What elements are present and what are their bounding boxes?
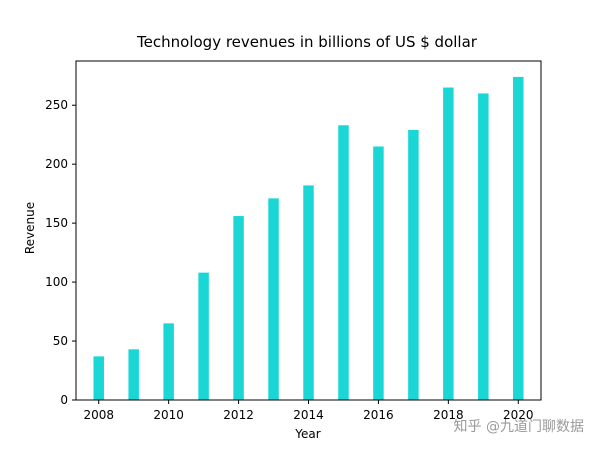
x-tick-label: 2012	[223, 408, 254, 422]
bar-2018	[443, 87, 454, 400]
y-axis: 0 50 100 150 200 250	[45, 98, 76, 407]
bar-2019	[478, 93, 489, 401]
bar-2008	[93, 356, 104, 400]
bar-2015	[338, 125, 349, 400]
x-tick-label: 2020	[503, 408, 534, 422]
bar-2011	[198, 272, 209, 400]
bar-2014	[303, 185, 314, 400]
x-tick-label: 2018	[433, 408, 464, 422]
watermark-text: 知乎 @九道门聊数据	[454, 418, 584, 435]
x-tick-label: 2016	[363, 408, 394, 422]
bar-2010	[163, 323, 174, 400]
y-tick-label: 50	[53, 334, 68, 348]
y-tick-label: 200	[45, 157, 68, 171]
bar-2016	[373, 146, 384, 400]
x-tick-label: 2010	[153, 408, 184, 422]
bar-2009	[128, 349, 139, 400]
y-axis-label: Revenue	[23, 202, 37, 254]
bars-layer	[93, 76, 524, 401]
y-tick-label: 0	[60, 393, 68, 407]
bar-2020	[513, 76, 524, 401]
x-tick-label: 2008	[83, 408, 114, 422]
x-tick-label: 2014	[293, 408, 324, 422]
y-tick-label: 250	[45, 98, 68, 112]
bar-2017	[408, 129, 419, 401]
y-tick-label: 100	[45, 275, 68, 289]
x-axis: 2008 2010 2012 2014 2016 2018 2020	[83, 400, 534, 422]
chart-title: Technology revenues in billions of US $ …	[136, 33, 478, 51]
bar-2012	[233, 216, 244, 400]
x-axis-label: Year	[294, 427, 320, 441]
bar-2013	[268, 198, 279, 400]
y-tick-label: 150	[45, 216, 68, 230]
